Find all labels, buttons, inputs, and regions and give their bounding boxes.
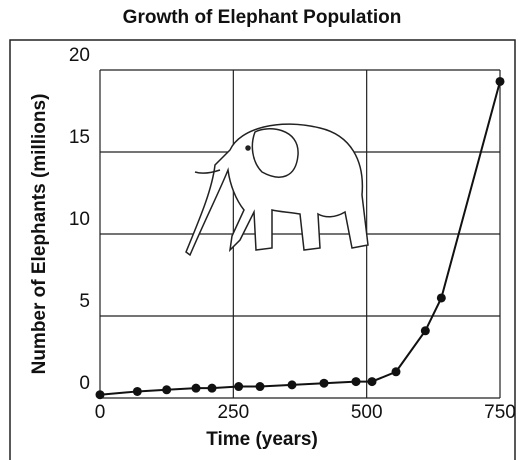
data-point: [133, 387, 142, 396]
frame: [10, 40, 515, 460]
data-point: [437, 293, 446, 302]
x-tick-label: 250: [217, 402, 249, 423]
elephant-illustration: [186, 124, 368, 255]
x-tick-label: 500: [351, 402, 383, 423]
data-point: [208, 384, 217, 393]
x-axis-label: Time (years): [206, 429, 318, 450]
data-point: [256, 382, 265, 391]
data-point: [368, 377, 377, 386]
chart: Growth of Elephant Population Time (year…: [0, 0, 524, 460]
y-tick-label: 15: [69, 127, 90, 148]
data-point: [96, 390, 105, 399]
data-point: [288, 380, 297, 389]
data-point: [320, 379, 329, 388]
data-point: [162, 385, 171, 394]
y-tick-label: 5: [79, 291, 90, 312]
chart-title: Growth of Elephant Population: [123, 7, 402, 28]
y-tick-label: 0: [79, 373, 90, 394]
x-tick-label: 750: [484, 402, 516, 423]
y-axis-label: Number of Elephants (millions): [29, 94, 50, 375]
y-tick-label: 10: [69, 209, 90, 230]
x-tick-label: 0: [95, 402, 106, 423]
y-tick-label: 20: [69, 45, 90, 66]
data-point: [352, 377, 361, 386]
data-point: [496, 77, 505, 86]
data-point: [421, 326, 430, 335]
data-point: [192, 384, 201, 393]
data-point: [392, 367, 401, 376]
data-point: [234, 382, 243, 391]
